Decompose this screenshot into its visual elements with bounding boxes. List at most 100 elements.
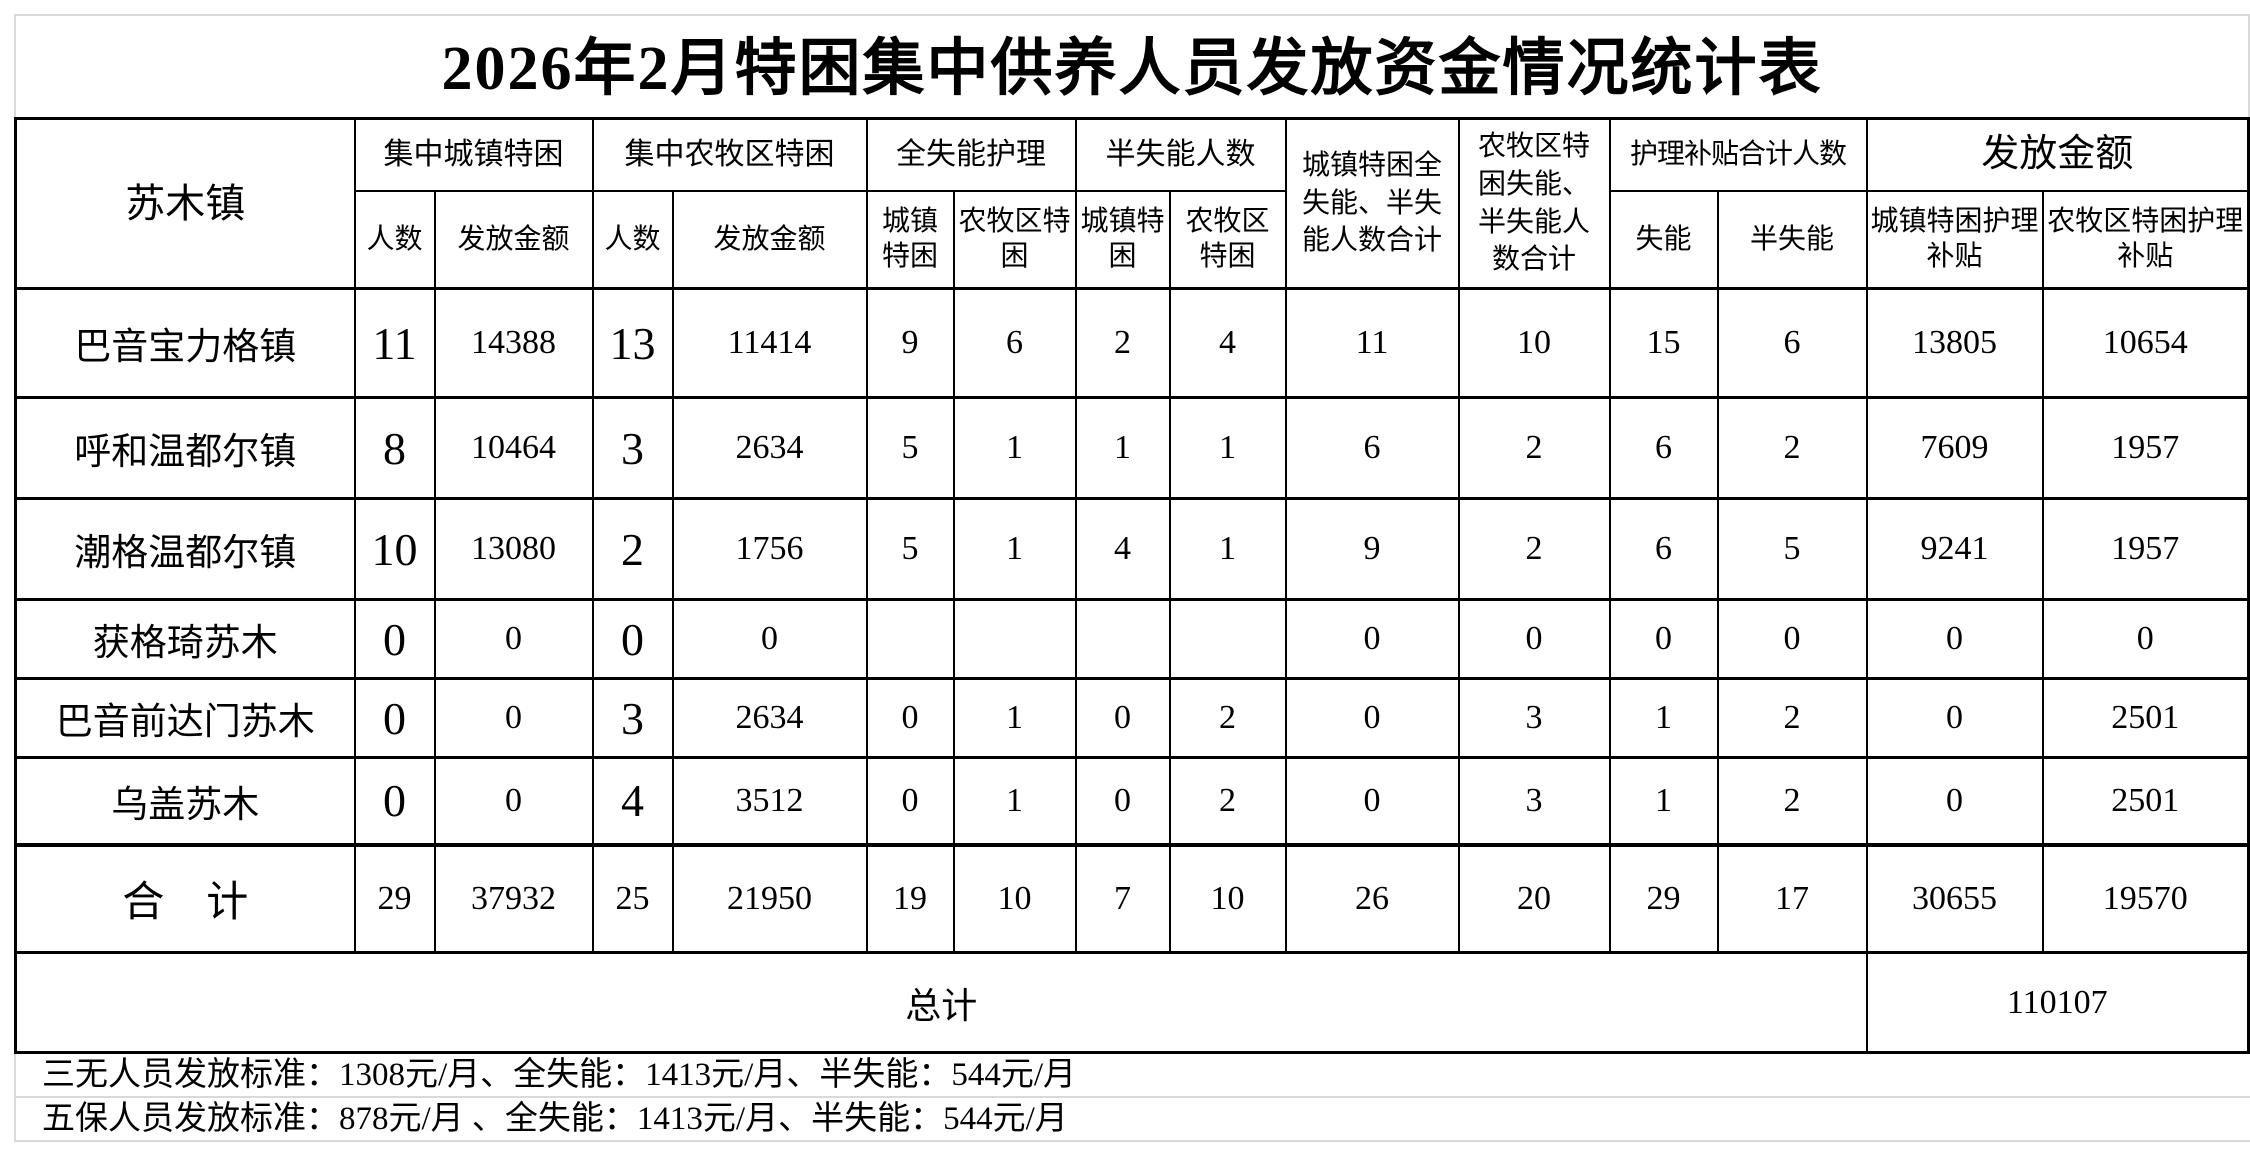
header-urban-disability-total: 城镇特困全失能、半失能人数合计 — [1284, 117, 1460, 290]
value-cell: 0 — [433, 756, 594, 846]
value-cell: 2634 — [671, 677, 868, 759]
value-cell: 13080 — [433, 497, 594, 601]
sub-amount-rural: 发放金额 — [671, 189, 868, 290]
value-cell: 0 — [1865, 756, 2044, 846]
value-cell: 0 — [1865, 598, 2044, 680]
sub-full-rural: 农牧区特困 — [952, 189, 1077, 290]
value-cell: 4 — [591, 756, 674, 846]
value-cell: 11 — [1284, 287, 1460, 399]
value-cell: 6 — [1608, 396, 1719, 500]
sub-semi-rural: 农牧区特困 — [1168, 189, 1287, 290]
value-cell: 0 — [1457, 598, 1611, 680]
value-cell: 0 — [433, 598, 594, 680]
value-cell: 1 — [1168, 497, 1287, 601]
value-cell: 0 — [1284, 598, 1460, 680]
value-cell: 2 — [1716, 677, 1868, 759]
value-cell: 0 — [353, 677, 436, 759]
value-cell: 5 — [865, 396, 955, 500]
value-cell: 3 — [591, 396, 674, 500]
value-cell: 19570 — [2041, 842, 2250, 954]
value-cell: 2 — [1457, 497, 1611, 601]
value-cell — [952, 598, 1077, 680]
value-cell: 29 — [353, 842, 436, 954]
value-cell: 0 — [1284, 756, 1460, 846]
value-cell: 5 — [1716, 497, 1868, 601]
value-cell: 0 — [1865, 677, 2044, 759]
table-row: 呼和温都尔镇 8 10464 3 2634 5 1 1 1 6 2 6 2 7609 1957 — [14, 396, 2250, 500]
value-cell: 14388 — [433, 287, 594, 399]
value-cell — [865, 598, 955, 680]
value-cell: 1 — [1074, 396, 1171, 500]
value-cell: 0 — [1716, 598, 1868, 680]
value-cell — [1074, 598, 1171, 680]
value-cell: 11414 — [671, 287, 868, 399]
value-cell: 2 — [1716, 396, 1868, 500]
value-cell: 30655 — [1865, 842, 2044, 954]
group-care-subsidy-count: 护理补贴合计人数 — [1608, 117, 1868, 192]
value-cell: 15 — [1608, 287, 1719, 399]
value-cell — [1168, 598, 1287, 680]
value-cell: 4 — [1168, 287, 1287, 399]
sub-full-urban: 城镇特困 — [865, 189, 955, 290]
row-label: 巴音宝力格镇 — [14, 287, 356, 399]
page-title: 2026年2月特困集中供养人员发放资金情况统计表 — [14, 14, 2250, 117]
value-cell: 2 — [1716, 756, 1868, 846]
value-cell: 0 — [353, 598, 436, 680]
value-cell: 10 — [952, 842, 1077, 954]
value-cell: 10 — [353, 497, 436, 601]
total-row-label: 合 计 — [14, 842, 356, 954]
value-cell: 3512 — [671, 756, 868, 846]
value-cell: 6 — [1284, 396, 1460, 500]
sub-semi-urban: 城镇特困 — [1074, 189, 1171, 290]
value-cell: 2 — [1168, 756, 1287, 846]
value-cell: 1 — [952, 396, 1077, 500]
value-cell: 2 — [591, 497, 674, 601]
value-cell: 1 — [952, 497, 1077, 601]
table-body: 巴音宝力格镇 11 14388 13 11414 9 6 2 4 11 10 15 6 13805 1065… — [14, 287, 2250, 954]
value-cell: 2 — [1168, 677, 1287, 759]
value-cell: 0 — [591, 598, 674, 680]
value-cell: 6 — [1608, 497, 1719, 601]
value-cell: 3 — [1457, 756, 1611, 846]
value-cell: 6 — [952, 287, 1077, 399]
table-footer: 总计 110107 — [14, 951, 2250, 1054]
value-cell: 10464 — [433, 396, 594, 500]
value-cell: 21950 — [671, 842, 868, 954]
value-cell: 1 — [1608, 677, 1719, 759]
value-cell: 29 — [1608, 842, 1719, 954]
row-label: 潮格温都尔镇 — [14, 497, 356, 601]
value-cell: 5 — [865, 497, 955, 601]
header-town: 苏木镇 — [14, 117, 356, 290]
value-cell: 10 — [1168, 842, 1287, 954]
grand-total-value: 110107 — [1865, 951, 2250, 1054]
stats-table: 苏木镇 集中城镇特困 集中农牧区特困 全失能护理 半失能人数 城镇特困全失能、半… — [14, 117, 2250, 1054]
value-cell: 26 — [1284, 842, 1460, 954]
value-cell: 10 — [1457, 287, 1611, 399]
value-cell: 0 — [433, 677, 594, 759]
value-cell: 13 — [591, 287, 674, 399]
value-cell: 2501 — [2041, 677, 2250, 759]
value-cell: 0 — [353, 756, 436, 846]
value-cell: 2501 — [2041, 756, 2250, 846]
table-header: 苏木镇 集中城镇特困 集中农牧区特困 全失能护理 半失能人数 城镇特困全失能、半… — [14, 117, 2250, 290]
footnote-sanwu-standard: 三无人员发放标准：1308元/月、全失能：1413元/月、半失能：544元/月 — [14, 1054, 2250, 1098]
row-label: 巴音前达门苏木 — [14, 677, 356, 759]
value-cell: 20 — [1457, 842, 1611, 954]
footnote-wubao-standard: 五保人员发放标准：878元/月 、全失能：1413元/月、半失能：544元/月 — [14, 1098, 2250, 1142]
value-cell: 3 — [591, 677, 674, 759]
value-cell: 2634 — [671, 396, 868, 500]
header-rural-disability-total: 农牧区特困失能、半失能人数合计 — [1457, 117, 1611, 290]
sub-disabled-count: 失能 — [1608, 189, 1719, 290]
group-full-disability-care: 全失能护理 — [865, 117, 1077, 192]
value-cell: 0 — [1284, 677, 1460, 759]
grand-total-label: 总计 — [14, 951, 1868, 1054]
value-cell: 6 — [1716, 287, 1868, 399]
value-cell: 10654 — [2041, 287, 2250, 399]
value-cell: 2 — [1074, 287, 1171, 399]
value-cell: 1957 — [2041, 497, 2250, 601]
sub-count-urban: 人数 — [353, 189, 436, 290]
sub-amount-urban: 发放金额 — [433, 189, 594, 290]
value-cell: 1 — [1168, 396, 1287, 500]
value-cell: 25 — [591, 842, 674, 954]
value-cell: 0 — [865, 677, 955, 759]
